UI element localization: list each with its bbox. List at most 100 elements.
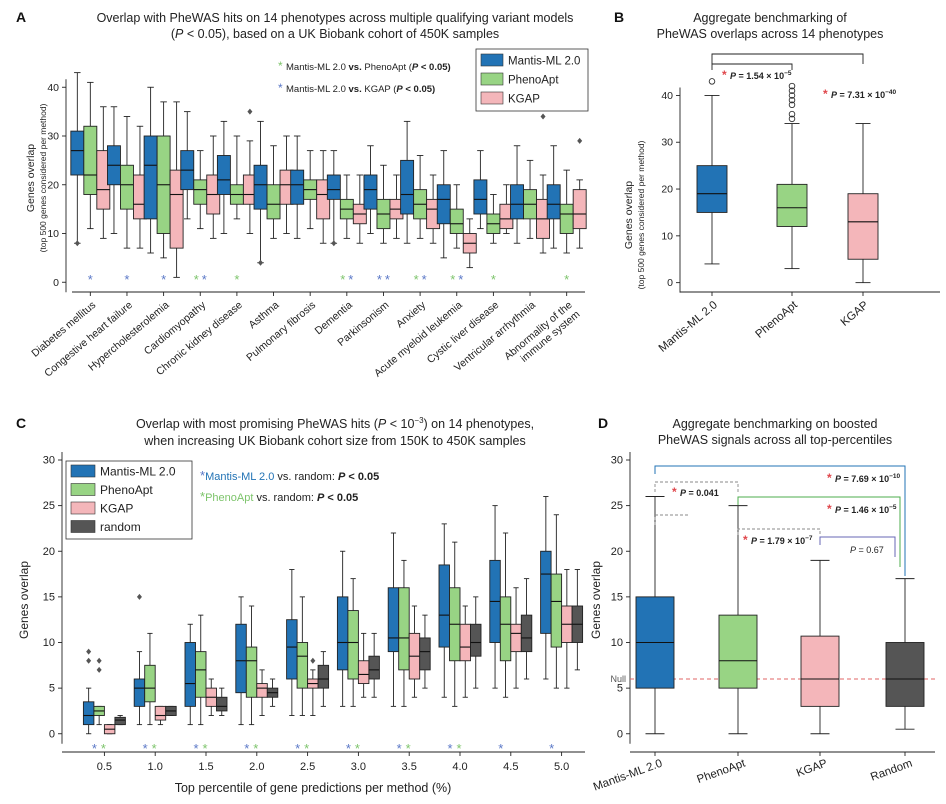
significance-star: * xyxy=(447,741,452,756)
x-tick-label: PhenoApt xyxy=(754,299,801,341)
box-kgap xyxy=(408,605,421,698)
box-phenoapt xyxy=(266,145,281,239)
x-tick-label: Diabetes mellitus xyxy=(29,299,98,360)
legend-entry: PhenoApt xyxy=(508,75,559,87)
box-kgap xyxy=(242,108,257,234)
box-body xyxy=(184,642,196,707)
legend-entry: KGAP xyxy=(100,502,133,516)
x-tick-label: 2.5 xyxy=(300,761,315,773)
box-body xyxy=(296,642,309,689)
box-mantis-ml-2-0 xyxy=(235,596,247,726)
chart-title: Aggregate benchmarking of xyxy=(693,11,847,25)
y-tick-label: 20 xyxy=(43,546,55,558)
x-tick-label: Abnormality of theimmune system xyxy=(502,299,582,372)
legend-entry: PhenoApt xyxy=(100,483,153,497)
box-body xyxy=(449,208,464,234)
legend-entry: Mantis-ML 2.0 xyxy=(508,56,580,68)
y-axis-b: 0 10 20 30 40 xyxy=(661,87,681,293)
pvalue-bracket xyxy=(737,528,821,535)
significance-star: * xyxy=(234,272,239,287)
box-phenoapt xyxy=(376,164,391,244)
box-mantis-ml-2-0 xyxy=(184,623,196,726)
pvalue-bracket xyxy=(737,496,901,567)
legend-entry: random xyxy=(100,520,141,534)
box-mantis-ml-2-0 xyxy=(387,532,400,707)
legend-c: Mantis-ML 2.0 PhenoApt KGAP random xyxy=(65,460,193,540)
outlier-point xyxy=(788,96,796,104)
box-body xyxy=(144,664,156,703)
box-kgap xyxy=(510,587,522,689)
significance-star: * xyxy=(406,741,411,756)
box-mantis-ml-2-0 xyxy=(107,106,121,234)
box-kgap xyxy=(307,657,319,716)
box-phenoapt xyxy=(523,159,537,239)
box-body xyxy=(216,696,228,712)
box-mantis-ml-2-0 xyxy=(326,150,341,247)
box-body xyxy=(368,655,380,680)
box-body xyxy=(559,203,574,234)
significance-star: * xyxy=(397,741,402,756)
significance-star: * xyxy=(385,272,390,287)
null-label: Null xyxy=(610,674,626,684)
box-body xyxy=(696,165,728,213)
box-mantis-ml-2-0 xyxy=(286,569,298,716)
box-phenoapt xyxy=(120,116,134,249)
y-tick-label: 10 xyxy=(611,637,623,649)
x-tick-label: 4.0 xyxy=(452,761,467,773)
box-mantis-ml-2-0 xyxy=(363,145,378,234)
legend-a: Mantis-ML 2.0 PhenoApt KGAP xyxy=(475,48,589,112)
box-body xyxy=(438,564,450,648)
significance-star: * xyxy=(161,272,166,287)
box-mantis-ml-2-0 xyxy=(133,593,146,726)
box-phenoapt xyxy=(245,605,258,726)
box-phenoapt xyxy=(486,194,501,244)
significance-star: * xyxy=(458,272,463,287)
box-body xyxy=(459,623,471,662)
box-phenoapt xyxy=(347,578,359,707)
panel-b: B Aggregate benchmarking of PheWAS overlap… xyxy=(614,9,940,355)
box-body xyxy=(82,701,95,726)
chart-title: Aggregate benchmarking on boosted xyxy=(672,417,877,431)
y-tick-label: 5 xyxy=(49,683,55,695)
box-body xyxy=(216,155,231,195)
box-body xyxy=(154,705,167,721)
box-body xyxy=(70,130,85,176)
y-tick-label: 10 xyxy=(47,228,59,240)
box-random xyxy=(520,578,533,680)
significance-star: * xyxy=(450,272,455,287)
box-body xyxy=(336,596,349,671)
significance-star: * xyxy=(253,741,258,756)
chart-title: PheWAS signals across all top-percentile… xyxy=(658,433,892,447)
significance-star: * xyxy=(340,272,345,287)
panel-label: C xyxy=(16,415,26,431)
x-tick-label: 0.5 xyxy=(97,761,112,773)
significance-star: * xyxy=(346,741,351,756)
box-mantis-ml-2-0 xyxy=(180,111,195,220)
significance-star: * xyxy=(88,272,93,287)
box-body xyxy=(195,651,207,698)
y-tick-label: 20 xyxy=(611,546,623,558)
box-body xyxy=(520,614,533,653)
panel-c: C Overlap with most promising PheWAS hits… xyxy=(16,415,585,795)
outlier-point xyxy=(74,240,80,247)
box-random xyxy=(216,687,228,716)
box-phenoapt xyxy=(339,174,354,239)
box-body xyxy=(776,183,808,227)
box-mantis-ml-2-0 xyxy=(489,505,501,689)
box-body xyxy=(510,184,524,220)
x-tick-label: 5.0 xyxy=(554,761,569,773)
box-phenoapt xyxy=(718,505,758,735)
box-body xyxy=(718,614,758,689)
box-body xyxy=(326,174,341,200)
legend-swatch xyxy=(70,520,96,533)
outlier-point xyxy=(788,115,796,123)
y-tick-label: 25 xyxy=(611,500,623,512)
significance-star: * xyxy=(202,741,207,756)
significance-star: * xyxy=(304,741,309,756)
box-mantis-ml-2-0 xyxy=(400,120,415,244)
box-body xyxy=(398,587,410,671)
box-body xyxy=(235,623,247,694)
significance-annotation: *Mantis-ML 2.0 vs. random: P < 0.05 xyxy=(200,468,379,483)
x-tick-label: KGAP xyxy=(795,757,829,779)
outlier-point xyxy=(96,666,102,673)
